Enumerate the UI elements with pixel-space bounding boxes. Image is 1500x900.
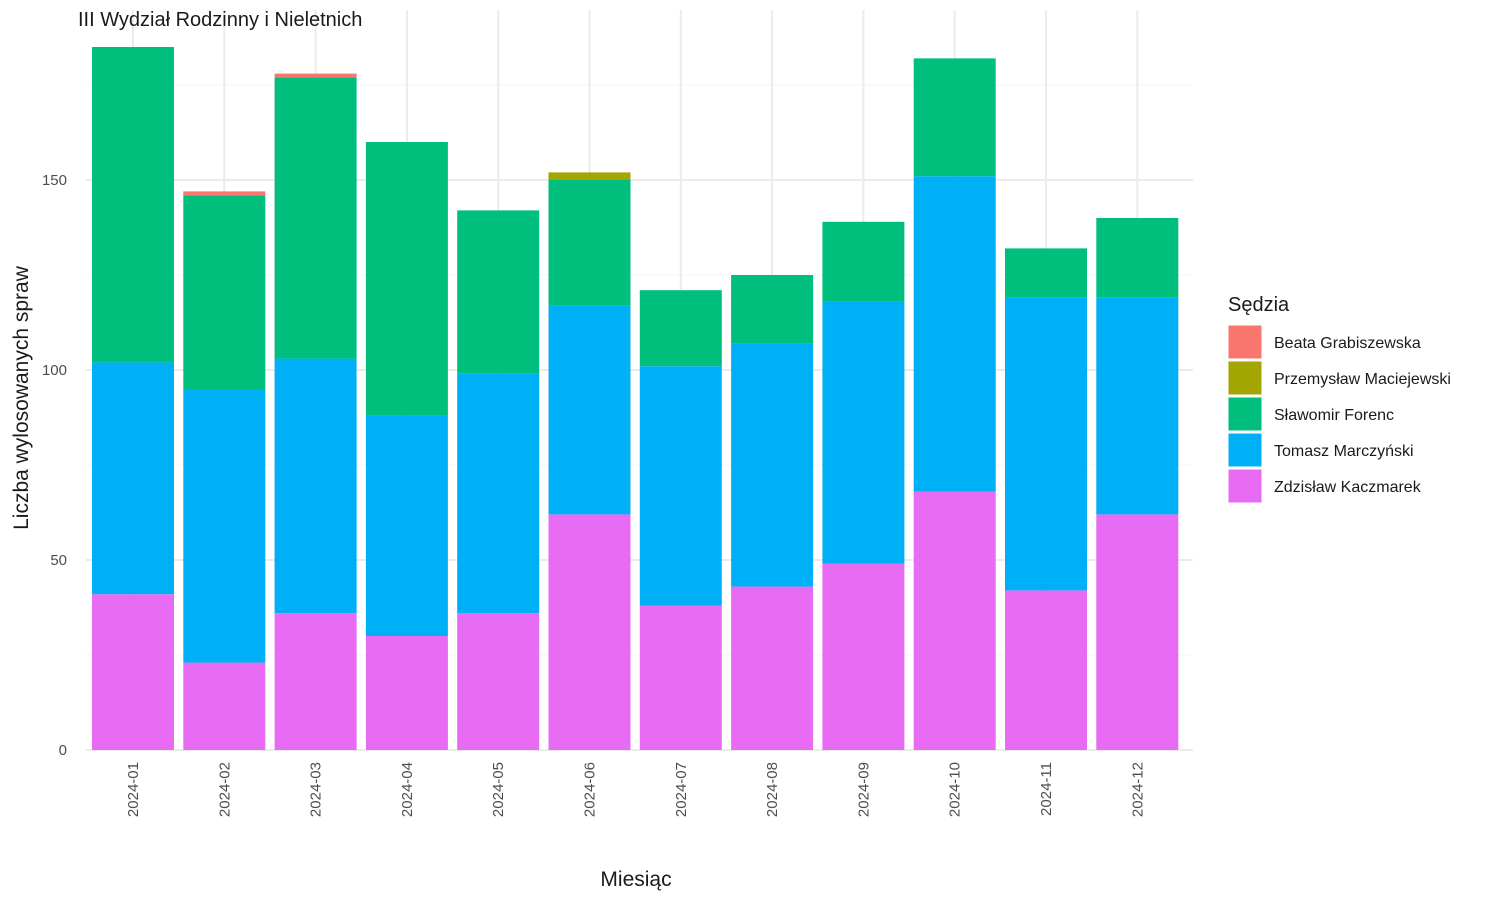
- bar-segment: [183, 662, 266, 750]
- x-tick-label: 2024-10: [947, 762, 964, 817]
- legend-title: Sędzia: [1228, 294, 1290, 316]
- x-tick-label: 2024-07: [673, 762, 690, 817]
- bar-segment: [639, 290, 722, 367]
- legend-label: Zdzisław Kaczmarek: [1274, 479, 1422, 496]
- x-axis-title: Miesiąc: [600, 868, 671, 891]
- x-tick-label: 2024-05: [490, 762, 507, 817]
- bar-segment: [365, 142, 448, 416]
- x-tick-label: 2024-09: [855, 762, 872, 817]
- bars: [92, 47, 1179, 750]
- bar-segment: [1096, 514, 1179, 750]
- x-tick-label: 2024-04: [399, 762, 416, 817]
- legend: Sędzia Beata Grabiszewska Przemysław Maci…: [1227, 294, 1451, 504]
- x-tick-label: 2024-08: [764, 762, 781, 817]
- bar-segment: [822, 563, 905, 750]
- bar-segment: [639, 366, 722, 606]
- bar-segment: [365, 636, 448, 750]
- bar-segment: [365, 415, 448, 636]
- y-axis-title: Liczba wylosowanych spraw: [10, 265, 33, 530]
- legend-swatch: [1227, 360, 1263, 396]
- bar-segment: [1005, 297, 1087, 591]
- bar-segment: [457, 613, 540, 750]
- bar-segment: [183, 195, 266, 389]
- x-tick-label: 2024-11: [1038, 762, 1055, 816]
- bar-segment: [183, 191, 266, 196]
- y-axis-ticks: 0 50 100 150: [42, 172, 67, 759]
- bar-segment: [92, 47, 174, 363]
- legend-label: Tomasz Marczyński: [1274, 443, 1414, 460]
- legend-label: Beata Grabiszewska: [1274, 335, 1421, 352]
- bar-segment: [731, 343, 814, 587]
- bar-segment: [1096, 218, 1179, 298]
- bar-segment: [92, 362, 174, 595]
- bar-segment: [548, 180, 631, 306]
- bar-segment: [1096, 297, 1179, 515]
- bar-segment: [822, 301, 905, 564]
- x-tick-label: 2024-12: [1129, 762, 1146, 817]
- bar-segment: [913, 491, 996, 750]
- bar-segment: [183, 389, 266, 663]
- y-tick-label: 0: [59, 742, 67, 759]
- bar-segment: [548, 514, 631, 750]
- bar-segment: [822, 221, 905, 302]
- bar-segment: [913, 176, 996, 492]
- bar-segment: [548, 305, 631, 515]
- chart-title: III Wydział Rodzinny i Nieletnich: [78, 9, 362, 31]
- bar-segment: [274, 613, 357, 750]
- bar-segment: [731, 586, 814, 750]
- legend-label: Przemysław Maciejewski: [1274, 371, 1451, 388]
- x-tick-label: 2024-02: [216, 762, 233, 817]
- y-tick-label: 100: [42, 362, 67, 379]
- legend-swatch: [1227, 432, 1263, 468]
- bar-segment: [913, 58, 996, 177]
- bar-segment: [274, 77, 357, 359]
- bar-segment: [731, 275, 814, 344]
- x-tick-label: 2024-01: [125, 762, 142, 817]
- x-tick-label: 2024-03: [308, 762, 325, 817]
- y-tick-label: 150: [42, 172, 67, 189]
- legend-swatch: [1227, 468, 1263, 504]
- legend-swatch: [1227, 324, 1263, 360]
- bar-segment: [457, 210, 540, 374]
- bar-segment: [274, 358, 357, 614]
- x-tick-label: 2024-06: [582, 762, 599, 817]
- x-axis-ticks: 2024-01 2024-02 2024-03 2024-04 2024-05 2024-…: [125, 762, 1146, 817]
- bar-segment: [1005, 590, 1087, 750]
- y-tick-label: 50: [50, 552, 67, 569]
- legend-swatch: [1227, 396, 1263, 432]
- bar-segment: [639, 605, 722, 750]
- bar-segment: [92, 594, 174, 750]
- legend-label: Sławomir Forenc: [1274, 407, 1394, 424]
- bar-segment: [1005, 248, 1087, 298]
- bar-segment: [457, 373, 540, 614]
- bar-segment: [548, 172, 631, 180]
- bar-segment: [274, 73, 357, 78]
